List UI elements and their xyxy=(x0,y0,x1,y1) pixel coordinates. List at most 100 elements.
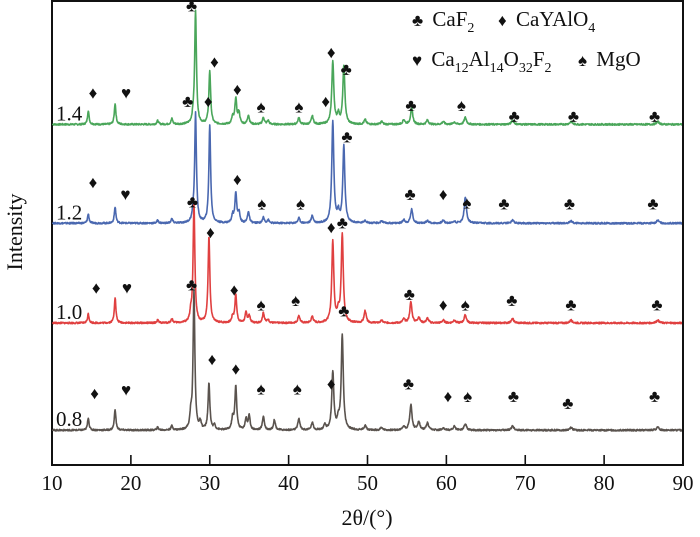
phase-marker-diamond-0-8-4: ♦ xyxy=(231,360,240,379)
phase-marker-club-0-8-8: ♣ xyxy=(338,302,349,321)
phase-marker-diamond-1-0-10: ♦ xyxy=(439,296,448,315)
phase-marker-club-1-2-2: ♣ xyxy=(182,92,193,111)
legend-c12a7f-sub-32: 32 xyxy=(519,61,533,76)
series-line-1-2 xyxy=(51,110,684,225)
phase-marker-diamond-1-2-0: ♦ xyxy=(89,173,98,192)
legend-c12a7f-part-al: Al xyxy=(469,47,490,71)
phase-marker-diamond-1-0-7: ♦ xyxy=(327,218,336,237)
legend-entry-c12a7f: ♥ Ca12Al14O32F2 xyxy=(412,47,552,76)
phase-marker-spade-0-8-6: ♠ xyxy=(293,379,302,398)
legend-symbol-club: ♣ xyxy=(412,11,423,30)
marker-layer: ♦ ♥ ♣ ♦ ♦ ♠ ♠ ♦ ♣ ♣ ♠ ♣ ♣ ♣ ♦ ♥ ♣ ♦ ♦ ♠ ♠ ♦ ♣ ♣ ♦ ♠ ♣ ♣ ♣ ♦ ♥ ♣ ♦ ♦ ♠ ♠ ♦ ♣ ♣ ♦… xyxy=(89,0,663,413)
phase-marker-club-1-4-8: ♣ xyxy=(341,60,352,79)
phase-marker-spade-1-4-10: ♠ xyxy=(457,96,466,115)
legend-c12a7f-sub-2: 2 xyxy=(545,61,552,76)
series-line-1-4 xyxy=(51,9,684,127)
legend-c12a7f-part-ca: Ca xyxy=(431,47,455,71)
phase-marker-diamond-1-2-7: ♦ xyxy=(321,92,330,111)
phase-marker-heart-1-4-1: ♥ xyxy=(121,83,131,102)
phase-marker-club-1-2-9: ♣ xyxy=(405,185,416,204)
phase-marker-spade-1-2-11: ♠ xyxy=(462,193,471,212)
plot-area xyxy=(52,1,683,465)
phase-marker-diamond-0-8-7: ♦ xyxy=(327,374,336,393)
phase-marker-diamond-1-4-4: ♦ xyxy=(233,80,242,99)
x-tick-label-20: 20 xyxy=(120,471,141,495)
series-label-1-0: 1.0 xyxy=(56,300,82,324)
legend-symbol-heart: ♥ xyxy=(412,51,422,70)
phase-marker-diamond-1-0-0: ♦ xyxy=(92,278,101,297)
phase-marker-diamond-0-8-0: ♦ xyxy=(90,384,99,403)
x-tick-label-50: 50 xyxy=(357,471,378,495)
phase-marker-club-1-4-9: ♣ xyxy=(405,96,416,115)
series-label-1-2: 1.2 xyxy=(56,200,82,224)
series-line-0-8 xyxy=(51,288,684,432)
legend-symbol-spade: ♠ xyxy=(578,51,587,70)
phase-marker-club-1-0-9: ♣ xyxy=(404,285,415,304)
y-axis-title: Intensity xyxy=(2,194,27,271)
phase-marker-heart-0-8-1: ♥ xyxy=(121,380,131,399)
series-layer xyxy=(51,9,684,432)
phase-marker-club-0-8-14: ♣ xyxy=(649,387,660,406)
x-tick-label-10: 10 xyxy=(42,471,63,495)
x-tick-label-30: 30 xyxy=(199,471,220,495)
legend-entry-mgo: ♠ MgO xyxy=(578,47,641,71)
phase-marker-spade-1-0-5: ♠ xyxy=(256,296,265,315)
phase-marker-club-1-4-12: ♣ xyxy=(568,107,579,126)
phase-marker-diamond-1-4-0: ♦ xyxy=(89,83,98,102)
x-tick-label-80: 80 xyxy=(594,471,615,495)
legend-sub-cayalo4: 4 xyxy=(588,21,595,36)
phase-marker-diamond-0-8-10: ♦ xyxy=(444,387,453,406)
series-line-1-0 xyxy=(51,202,684,325)
phase-marker-spade-1-2-5: ♠ xyxy=(257,194,266,213)
phase-marker-club-0-8-9: ♣ xyxy=(403,374,414,393)
phase-marker-club-1-0-14: ♣ xyxy=(651,296,662,315)
series-label-0-8: 0.8 xyxy=(56,407,82,431)
series-label-1-4: 1.4 xyxy=(56,101,83,125)
legend: ♣ CaF2 ♦ CaYAlO4 ♥ Ca12Al14O32F2 ♠ MgO xyxy=(412,7,641,76)
legend-label-cayalo4: CaYAlO xyxy=(516,7,588,31)
phase-marker-spade-1-0-11: ♠ xyxy=(461,296,470,315)
phase-marker-spade-1-4-6: ♠ xyxy=(294,97,303,116)
phase-marker-club-0-8-13: ♣ xyxy=(562,394,573,413)
phase-marker-club-1-4-13: ♣ xyxy=(649,107,660,126)
phase-marker-club-1-4-2: ♣ xyxy=(186,0,197,16)
legend-label-caf2: CaF xyxy=(432,7,467,31)
legend-entry-cayalo4: ♦ CaYAlO4 xyxy=(498,7,595,36)
phase-marker-heart-1-0-1: ♥ xyxy=(122,278,132,297)
phase-marker-diamond-1-2-10: ♦ xyxy=(439,185,448,204)
legend-c12a7f-sub-14: 14 xyxy=(490,61,504,76)
phase-marker-club-1-2-8: ♣ xyxy=(341,128,352,147)
phase-marker-spade-1-4-5: ♠ xyxy=(256,97,265,116)
phase-marker-club-1-0-13: ♣ xyxy=(565,296,576,315)
phase-marker-club-1-2-14: ♣ xyxy=(647,194,658,213)
phase-marker-club-1-0-2: ♣ xyxy=(187,192,198,211)
phase-marker-diamond-1-4-3: ♦ xyxy=(210,52,219,71)
legend-c12a7f-part-o: O xyxy=(504,47,519,71)
x-tick-label-70: 70 xyxy=(515,471,536,495)
legend-c12a7f-sub-12: 12 xyxy=(455,61,469,76)
phase-marker-spade-1-0-6: ♠ xyxy=(291,291,300,310)
x-axis-title: 2θ/(°) xyxy=(341,505,392,530)
x-tick-label-90: 90 xyxy=(673,471,694,495)
phase-marker-club-1-2-12: ♣ xyxy=(498,194,509,213)
legend-label-mgo: MgO xyxy=(596,47,640,71)
axis-layer: 10 20 30 40 50 60 70 80 90 xyxy=(42,0,694,495)
phase-marker-spade-0-8-5: ♠ xyxy=(256,379,265,398)
phase-marker-club-1-0-12: ♣ xyxy=(506,291,517,310)
phase-marker-club-1-0-8: ♣ xyxy=(337,213,348,232)
plot-background xyxy=(52,1,683,465)
series-label-layer: 1.4 1.2 1.0 0.8 xyxy=(56,101,83,431)
phase-marker-spade-0-8-11: ♠ xyxy=(463,387,472,406)
legend-entry-caf2: ♣ CaF2 xyxy=(412,7,474,36)
phase-marker-diamond-1-2-4: ♦ xyxy=(233,170,242,189)
phase-marker-club-0-8-12: ♣ xyxy=(508,387,519,406)
x-tick-label-60: 60 xyxy=(436,471,457,495)
phase-marker-diamond-1-4-7: ♦ xyxy=(327,43,336,62)
phase-marker-club-1-4-11: ♣ xyxy=(509,107,520,126)
phase-marker-diamond-1-0-4: ♦ xyxy=(230,281,239,300)
phase-marker-diamond-1-2-3: ♦ xyxy=(204,92,213,111)
legend-c12a7f-part-f: F xyxy=(533,47,545,71)
phase-marker-club-1-2-13: ♣ xyxy=(564,194,575,213)
phase-marker-diamond-0-8-3: ♦ xyxy=(208,350,217,369)
